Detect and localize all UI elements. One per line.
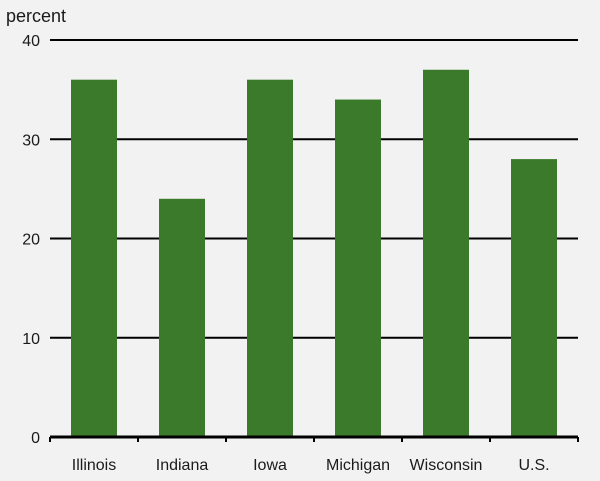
x-tick-label: Illinois [72, 457, 116, 474]
y-tick-label: 10 [22, 331, 40, 348]
bar-wisconsin [423, 69, 469, 438]
x-tick-label: Iowa [253, 457, 287, 474]
bar-illinois [71, 79, 117, 437]
bar-indiana [159, 198, 205, 437]
x-axis [49, 435, 579, 442]
y-tick-label: 0 [31, 430, 40, 447]
x-tick-labels: Illinois Indiana Iowa Michigan Wisconsin U.S. [72, 457, 550, 474]
x-tick-label: Michigan [326, 457, 390, 474]
x-tick-label: Wisconsin [410, 457, 483, 474]
y-tick-label: 20 [22, 232, 40, 249]
gridlines [50, 39, 578, 339]
y-axis-unit-label: percent [6, 6, 66, 26]
y-tick-label: 30 [22, 132, 40, 149]
bar-iowa [247, 79, 293, 437]
y-tick-labels: 0 10 20 30 40 [22, 33, 40, 447]
bar-u-s [511, 159, 557, 437]
x-tick-label: Indiana [156, 457, 209, 474]
bars [71, 69, 557, 438]
x-tick-label: U.S. [518, 457, 549, 474]
y-tick-label: 40 [22, 33, 40, 50]
bar-michigan [335, 99, 381, 438]
